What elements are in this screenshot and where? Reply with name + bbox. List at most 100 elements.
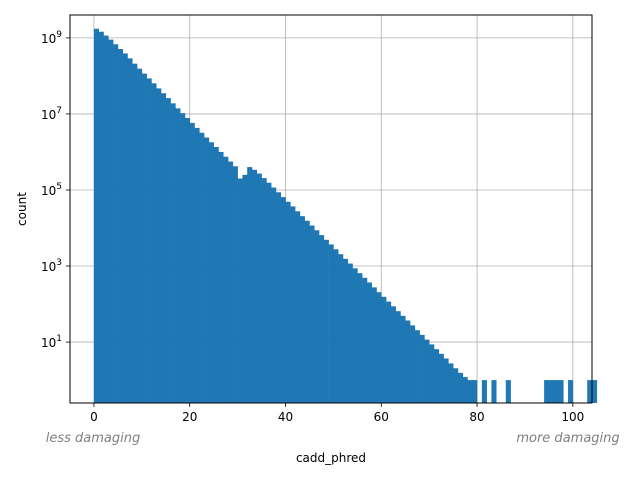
y-tick-label: 101 [41,334,62,350]
histogram-bar [117,49,123,403]
histogram-bar [587,380,593,403]
histogram-bar [184,118,191,403]
histogram-bar [323,239,329,403]
histogram-bar [342,258,349,403]
histogram-bar [429,344,435,403]
histogram-bar [175,108,181,403]
x-axis-label: cadd_phred [296,451,366,465]
histogram-bar [280,197,286,403]
histogram-bar [256,173,262,403]
histogram-bar [141,73,147,404]
histogram-bar [137,68,143,403]
histogram-bar [352,268,358,403]
histogram-bar [199,132,205,403]
histogram-bar [266,182,272,403]
histogram-bar [170,103,176,404]
histogram-bar [395,311,401,403]
histogram-bar [467,380,473,403]
histogram-bar [333,249,339,403]
x-tick-label: 80 [469,410,484,424]
histogram-bar [156,88,162,403]
histogram-bar [357,273,363,403]
x-tick-label: 0 [90,410,98,424]
histogram-bar [208,142,214,404]
x-tick-label: 20 [182,410,197,424]
histogram-bar [103,35,109,403]
histogram-bar [558,380,564,403]
histogram-bar [443,358,449,403]
histogram-bar [453,368,459,403]
histogram-bar [290,206,296,403]
histogram-bar [472,380,478,403]
histogram-bar [366,282,373,403]
histogram-bar [194,127,200,403]
histogram-bar [295,211,301,403]
histogram-bar [419,334,425,403]
histogram-bar [165,98,171,403]
histogram-bar [180,113,186,404]
plot-area-frame [69,14,593,404]
histogram-bar [381,296,387,403]
histogram-bar [328,244,334,403]
histogram-bar [457,372,463,403]
histogram-bar [491,380,497,403]
histogram-bar [548,380,554,403]
y-tick-label: 103 [41,258,62,274]
annotation-less-damaging: less damaging [46,431,141,446]
histogram-bar [553,380,559,403]
histogram-bar [386,301,392,403]
histogram-bar [505,380,511,403]
y-tick-label: 107 [41,106,62,122]
histogram-bar [438,353,444,403]
histogram-bar [592,380,598,403]
histogram-bar [132,63,138,403]
y-tick-label: 109 [41,30,62,46]
histogram-bar [481,380,487,403]
histogram-bar [304,220,310,403]
histogram-bar [285,201,291,403]
histogram-bar [376,292,382,403]
histogram-bar [405,320,411,403]
histogram-bar [189,122,195,404]
histogram-bar [424,339,430,403]
y-axis-ticks: 101 103 105 107 109 [41,30,70,350]
y-tick-label: 105 [41,182,62,198]
histogram-bar [390,306,396,403]
annotation-more-damaging: more damaging [516,431,619,446]
histogram-bar [213,147,219,403]
histogram-bar [410,325,416,403]
histogram-bar [232,166,238,403]
histogram-bar [347,263,353,403]
histogram-bar [204,137,210,403]
histogram-bar [400,315,406,403]
histogram-bar [108,39,114,404]
histogram-bar [314,230,320,403]
x-axis-ticks: 0 20 40 60 80 100 [90,403,584,424]
histogram-bar [160,93,167,403]
histogram-bar [122,53,128,403]
histogram-bar [151,83,157,403]
histogram-bar [544,380,550,403]
histogram-bar [319,235,325,403]
histogram-bar [299,216,305,403]
x-tick-label: 40 [278,410,293,424]
histogram-bar [362,277,368,403]
histogram-bar [228,161,234,403]
histogram-bar [242,174,248,403]
x-tick-label: 100 [561,410,584,424]
histogram-bar [275,192,282,403]
histogram-bar [218,151,224,403]
histogram-bars [93,28,598,404]
histogram-bar [247,167,253,403]
histogram-bar [146,78,152,404]
histogram-bar [98,31,104,404]
y-axis-label: count [15,192,29,226]
histogram-bar [568,380,574,403]
histogram-bar [127,58,133,403]
histogram-bar [93,28,100,403]
histogram-bar [462,377,468,403]
histogram-bar [223,156,229,403]
histogram-bar [309,225,315,403]
histogram-bar [371,287,377,403]
